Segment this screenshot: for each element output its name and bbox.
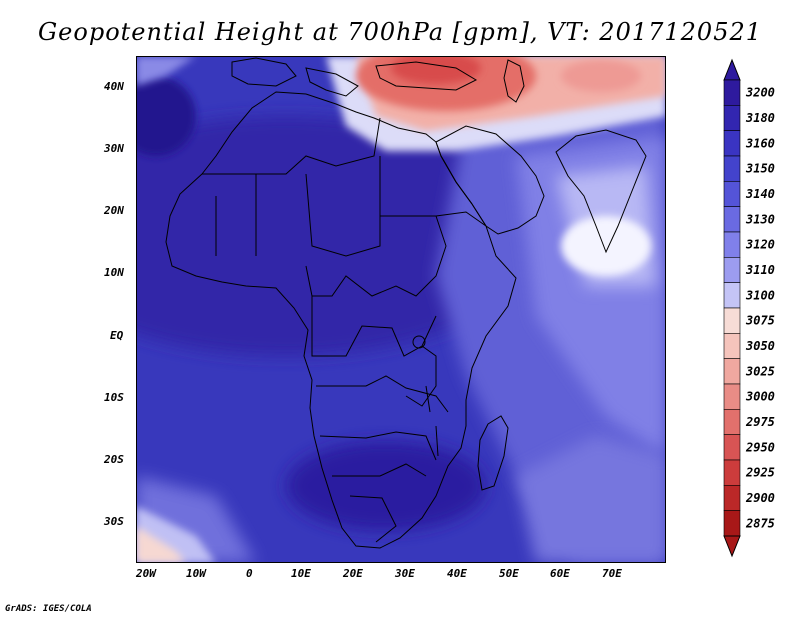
colorbar-label: 2950	[745, 440, 775, 454]
colorbar-label: 2875	[745, 516, 775, 530]
lon-tick-label: 60E	[550, 567, 570, 580]
lat-tick-label: 10S	[104, 391, 124, 404]
colorbar-swatch	[723, 510, 741, 537]
colorbar-swatch	[723, 181, 741, 207]
chart-title: Geopotential Height at 700hPa [gpm], VT:…	[38, 18, 762, 46]
colorbar-swatch	[723, 79, 741, 106]
grads-credit: GrADS: IGES/COLA	[5, 604, 92, 614]
colorbar-swatch	[723, 231, 741, 258]
lat-tick-label: EQ	[110, 329, 124, 342]
colorbar-label: 3130	[745, 212, 775, 226]
colorbar-swatch	[723, 409, 741, 435]
colorbar-label: 2925	[745, 466, 775, 480]
colorbar-label: 3025	[745, 364, 775, 378]
colorbar-label: 3160	[745, 136, 775, 150]
colorbar-label: 3200	[745, 86, 775, 100]
lon-tick-label: 0	[246, 567, 253, 580]
lat-tick-label: 30S	[104, 515, 124, 528]
colorbar-swatch	[723, 257, 741, 283]
colorbar-swatch	[723, 434, 741, 461]
colorbar-label: 3140	[745, 187, 775, 201]
colorbar-label: 3075	[745, 314, 775, 328]
colorbar-swatch	[723, 155, 741, 182]
colorbar-swatch	[723, 358, 741, 385]
map-frame	[136, 56, 666, 563]
colorbar-swatch	[723, 206, 741, 233]
lon-tick-label: 20E	[343, 567, 363, 580]
colorbar-swatch	[723, 282, 741, 309]
coastlines-and-borders	[165, 57, 647, 549]
lon-tick-label: 50E	[499, 567, 519, 580]
colorbar-label: 3050	[745, 339, 775, 353]
lat-tick-label: 20N	[104, 204, 124, 217]
lon-tick-label: 70E	[602, 567, 622, 580]
colorbar-swatch	[723, 130, 741, 157]
colorbar-label: 3150	[745, 162, 775, 176]
colorbar-swatch	[723, 459, 741, 486]
lon-tick-label: 10E	[291, 567, 311, 580]
lat-tick-label: 30N	[104, 142, 124, 155]
lon-tick-label: 30E	[395, 567, 415, 580]
colorbar-label: 3100	[745, 288, 775, 302]
colorbar-label: 2975	[745, 415, 775, 429]
colorbar-label: 3180	[745, 111, 775, 125]
colorbar-swatch	[723, 105, 741, 131]
lon-tick-label: 20W	[136, 567, 156, 580]
colorbar-bottom-arrow	[723, 535, 741, 558]
colorbar-swatch	[723, 307, 741, 334]
lon-tick-label: 40E	[447, 567, 467, 580]
colorbar-top-arrow	[723, 58, 741, 81]
colorbar-swatch	[723, 383, 741, 410]
map-area	[136, 56, 666, 563]
colorbar-label: 3000	[745, 390, 775, 404]
colorbar-swatch	[723, 333, 741, 359]
height-field	[136, 56, 666, 563]
colorbar-label: 3120	[745, 238, 775, 252]
colorbar-label: 3110	[745, 263, 775, 277]
lon-tick-label: 10W	[186, 567, 206, 580]
lat-tick-label: 20S	[104, 453, 124, 466]
colorbar-swatch	[723, 485, 741, 511]
lat-tick-label: 10N	[104, 266, 124, 279]
colorbar-label: 2900	[745, 491, 775, 505]
lat-tick-label: 40N	[104, 80, 124, 93]
colorbar-legend: 3200 3180 3160 3150 3140 3130 3120 3110 3100 3075…	[714, 58, 800, 558]
